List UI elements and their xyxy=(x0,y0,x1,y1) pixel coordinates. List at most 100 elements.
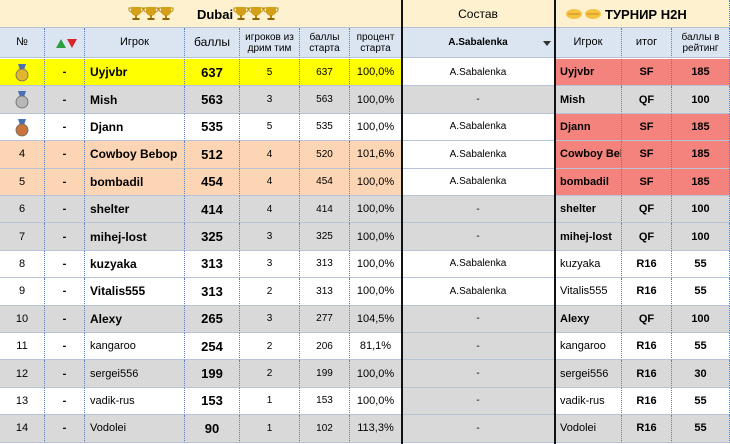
h2h-rating: 185 xyxy=(672,141,730,169)
points: 153 xyxy=(185,387,240,416)
h2h-player: vadik-rus xyxy=(555,387,622,416)
dream-team: 5 xyxy=(240,59,300,87)
place: 5 xyxy=(0,168,45,196)
start-points: 199 xyxy=(300,360,350,388)
h2h-result: R16 xyxy=(622,333,672,361)
place: 9 xyxy=(0,278,45,306)
group-title: Dubai xyxy=(196,6,234,22)
place: 14 xyxy=(0,415,45,443)
column-header: баллы xyxy=(185,28,240,58)
arrow: - xyxy=(45,250,85,279)
h2h-player: Cowboy Bebop xyxy=(555,141,622,169)
handshake-icon xyxy=(585,9,601,19)
dropdown-arrow xyxy=(543,41,551,46)
sostav: A.Sabalenka xyxy=(402,141,555,169)
start-points: 277 xyxy=(300,305,350,333)
sostav: A.Sabalenka xyxy=(402,59,555,87)
medal-icon xyxy=(15,91,29,109)
dream-team: 3 xyxy=(240,86,300,114)
h2h-player: shelter xyxy=(555,196,622,224)
points: 454 xyxy=(185,168,240,196)
start-points: 102 xyxy=(300,415,350,443)
points: 90 xyxy=(185,415,240,443)
dream-team: 4 xyxy=(240,141,300,169)
place: 8 xyxy=(0,250,45,279)
start-points: 520 xyxy=(300,141,350,169)
points: 313 xyxy=(185,250,240,279)
sostav-filter[interactable]: A.Sabalenka xyxy=(402,28,555,58)
trophy-icon xyxy=(158,7,174,20)
place: 6 xyxy=(0,196,45,224)
sostav: - xyxy=(402,196,555,224)
points: 637 xyxy=(185,59,240,87)
player: sergei556 xyxy=(85,360,185,388)
start-points: 153 xyxy=(300,387,350,416)
points: 563 xyxy=(185,86,240,114)
h2h-player: Vitalis555 xyxy=(555,278,622,306)
arrow: - xyxy=(45,113,85,142)
start-points: 637 xyxy=(300,59,350,87)
player: Cowboy Bebop xyxy=(85,141,185,169)
column-header: Игрок xyxy=(555,28,622,58)
player: Vodolei xyxy=(85,415,185,443)
start-percent: 100,0% xyxy=(350,113,402,142)
h2h-rating: 100 xyxy=(672,223,730,251)
h2h-result: R16 xyxy=(622,415,672,443)
player: bombadil xyxy=(85,168,185,196)
arrow: - xyxy=(45,360,85,388)
arrow: - xyxy=(45,305,85,333)
arrow: - xyxy=(45,278,85,306)
arrow: - xyxy=(45,59,85,87)
points: 313 xyxy=(185,278,240,306)
h2h-rating: 55 xyxy=(672,250,730,279)
sort-arrows xyxy=(56,39,77,48)
player: Vitalis555 xyxy=(85,278,185,306)
player: Uyjvbr xyxy=(85,59,185,87)
h2h-result: R16 xyxy=(622,250,672,279)
sostav: - xyxy=(402,223,555,251)
points: 325 xyxy=(185,223,240,251)
player: Mish xyxy=(85,86,185,114)
h2h-rating: 185 xyxy=(672,113,730,142)
h2h-result: QF xyxy=(622,223,672,251)
h2h-header xyxy=(555,0,730,28)
h2h-player: Alexy xyxy=(555,305,622,333)
h2h-result: R16 xyxy=(622,278,672,306)
trophy-icon xyxy=(263,7,279,20)
column-header: процент старта xyxy=(350,28,402,58)
h2h-result: QF xyxy=(622,86,672,114)
player: kuzyaka xyxy=(85,250,185,279)
arrow: - xyxy=(45,415,85,443)
h2h-rating: 100 xyxy=(672,196,730,224)
points: 535 xyxy=(185,113,240,142)
sostav: A.Sabalenka xyxy=(402,278,555,306)
points: 265 xyxy=(185,305,240,333)
place: 13 xyxy=(0,387,45,416)
dream-team: 1 xyxy=(240,387,300,416)
dream-team: 2 xyxy=(240,360,300,388)
place: 12 xyxy=(0,360,45,388)
trophy-icon xyxy=(143,7,159,20)
medal-icon xyxy=(15,118,29,137)
h2h-result: SF xyxy=(622,113,672,142)
dream-team: 3 xyxy=(240,223,300,251)
points: 512 xyxy=(185,141,240,169)
arrow: - xyxy=(45,168,85,196)
column-header xyxy=(45,28,85,58)
sostav: - xyxy=(402,86,555,114)
sostav: - xyxy=(402,333,555,361)
h2h-rating: 55 xyxy=(672,278,730,306)
h2h-rating: 100 xyxy=(672,86,730,114)
start-percent: 100,0% xyxy=(350,86,402,114)
group-header xyxy=(0,0,402,28)
h2h-rating: 55 xyxy=(672,387,730,416)
player: Djann xyxy=(85,113,185,142)
start-points: 313 xyxy=(300,278,350,306)
start-points: 313 xyxy=(300,250,350,279)
h2h-result: QF xyxy=(622,196,672,224)
points: 414 xyxy=(185,196,240,224)
sostav-header: Состав xyxy=(402,0,555,28)
start-percent: 100,0% xyxy=(350,168,402,196)
h2h-rating: 185 xyxy=(672,59,730,87)
start-points: 563 xyxy=(300,86,350,114)
